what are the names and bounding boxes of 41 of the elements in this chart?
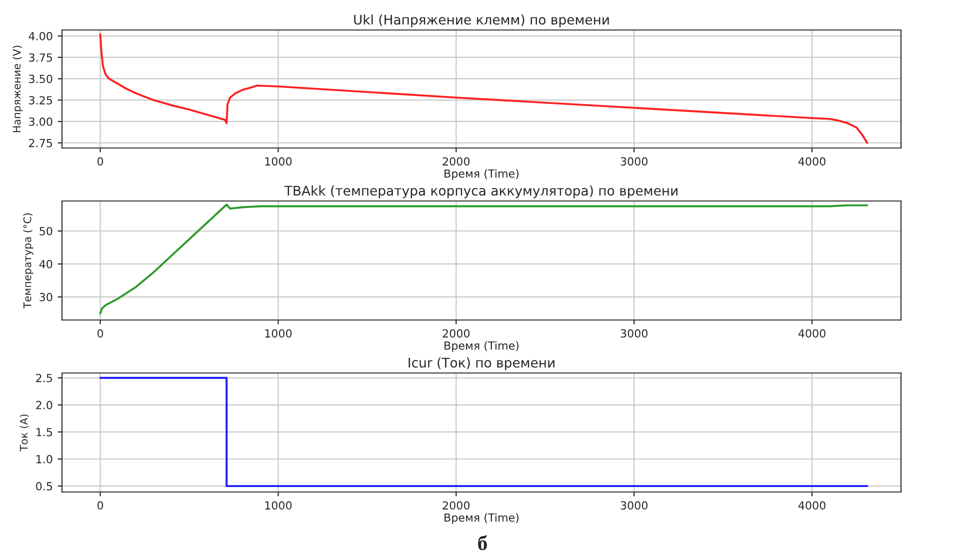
x-tick-label: 3000 bbox=[620, 157, 648, 166]
x-tick-label: 0 bbox=[97, 157, 104, 166]
y-tick-label: 0.5 bbox=[36, 482, 52, 490]
y-tick-label: 3.00 bbox=[29, 117, 52, 126]
y-axis-title: Температура (°C) bbox=[23, 213, 34, 309]
y-tick-label: 30 bbox=[40, 292, 52, 302]
x-axis-title: Время (Time) bbox=[444, 341, 519, 352]
x-tick-label: 2000 bbox=[442, 157, 470, 166]
y-tick-label: 2.0 bbox=[36, 400, 52, 410]
y-tick-label: 1.5 bbox=[36, 428, 52, 436]
y-axis-title: Ток (A) bbox=[20, 414, 29, 452]
y-tick-label: 40 bbox=[39, 260, 52, 268]
x-tick-label: 1000 bbox=[265, 329, 292, 338]
x-tick-label: 4000 bbox=[798, 329, 826, 338]
x-tick-label: 3000 bbox=[620, 501, 648, 510]
x-tick-label: 0 bbox=[97, 501, 104, 510]
y-axis-title: Напряжение (V) bbox=[12, 46, 23, 132]
chart-title: TBAkk (температура корпуса аккумулятора) по времени bbox=[284, 185, 678, 198]
x-tick-label: 4000 bbox=[798, 501, 826, 510]
x-tick-label: 1000 bbox=[265, 157, 292, 166]
x-tick-label: 4000 bbox=[798, 157, 826, 166]
y-tick-label: 2.5 bbox=[36, 374, 52, 382]
y-tick-label: 3.50 bbox=[29, 74, 52, 84]
x-tick-label: 2000 bbox=[442, 329, 470, 338]
line-series bbox=[99, 33, 868, 144]
line-series bbox=[99, 204, 868, 314]
x-tick-label: 3000 bbox=[620, 329, 648, 338]
y-tick-label: 3.75 bbox=[29, 53, 52, 62]
y-tick-label: 3.25 bbox=[29, 96, 52, 104]
x-axis-title: Время (Time) bbox=[444, 169, 519, 180]
x-tick-label: 0 bbox=[97, 329, 104, 338]
y-tick-label: 50 bbox=[40, 226, 52, 236]
y-tick-label: 1.0 bbox=[36, 454, 52, 464]
chart-title: Ukl (Напряжение клемм) по времени bbox=[354, 14, 609, 28]
x-axis-title: Время (Time) bbox=[444, 513, 519, 524]
x-tick-label: 1000 bbox=[265, 501, 292, 510]
chart-title: Icur (Ток) по времени bbox=[408, 357, 554, 370]
y-tick-label: 2.75 bbox=[29, 138, 52, 148]
x-tick-label: 2000 bbox=[442, 501, 470, 510]
y-tick-label: 4.00 bbox=[28, 32, 52, 40]
text: б bbox=[478, 535, 487, 550]
